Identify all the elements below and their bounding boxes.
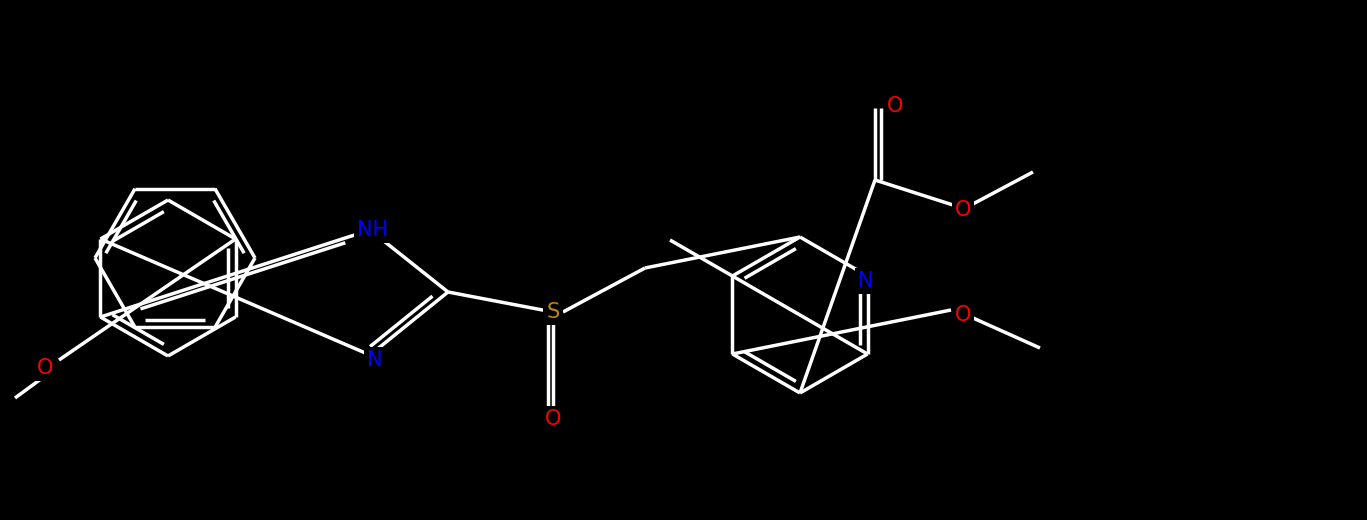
Text: NH: NH <box>357 220 388 240</box>
Text: O: O <box>954 200 971 220</box>
Text: O: O <box>37 358 53 378</box>
Text: N: N <box>858 271 874 291</box>
Text: N: N <box>368 350 383 370</box>
Text: O: O <box>545 409 562 429</box>
Text: O: O <box>887 96 904 116</box>
Text: O: O <box>954 305 971 325</box>
Text: S: S <box>547 302 559 322</box>
